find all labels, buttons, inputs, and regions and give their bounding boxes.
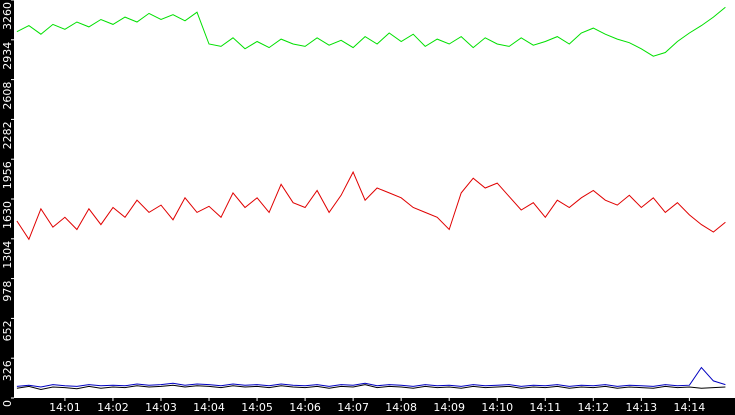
y-tick-label: 652 [1, 320, 14, 341]
y-tick-label: 326 [1, 360, 14, 381]
series-line [16, 170, 726, 241]
x-tick-label: 14:13 [625, 401, 657, 414]
x-tick-label: 14:06 [289, 401, 321, 414]
x-tick-label: 14:09 [433, 401, 465, 414]
x-tick-label: 14:12 [577, 401, 609, 414]
x-tick-label: 14:11 [529, 401, 561, 414]
x-tick-label: 14:05 [241, 401, 273, 414]
y-tick-label: 2934 [1, 42, 14, 70]
y-tick-label: 978 [1, 281, 14, 302]
y-tick-label: 1956 [1, 161, 14, 189]
y-tick-label: 2608 [1, 82, 14, 110]
x-tick-label: 14:10 [481, 401, 513, 414]
x-tick-label: 14:08 [385, 401, 417, 414]
x-tick-label: 14:03 [145, 401, 177, 414]
y-tick-label: 2282 [1, 121, 14, 149]
plot-area [14, 0, 735, 398]
y-tick-label: 3260 [1, 2, 14, 30]
y-tick-label: 0 [1, 400, 14, 407]
series-line [16, 384, 726, 391]
y-tick-label: 1304 [1, 241, 14, 269]
x-tick-label: 14:14 [674, 401, 706, 414]
series-line [16, 6, 726, 57]
x-tick-label: 14:04 [193, 401, 225, 414]
x-tick-label: 14:02 [97, 401, 129, 414]
series-line [16, 366, 726, 388]
x-tick-label: 14:01 [49, 401, 81, 414]
x-tick-label: 14:07 [337, 401, 369, 414]
y-tick-label: 1630 [1, 201, 14, 229]
